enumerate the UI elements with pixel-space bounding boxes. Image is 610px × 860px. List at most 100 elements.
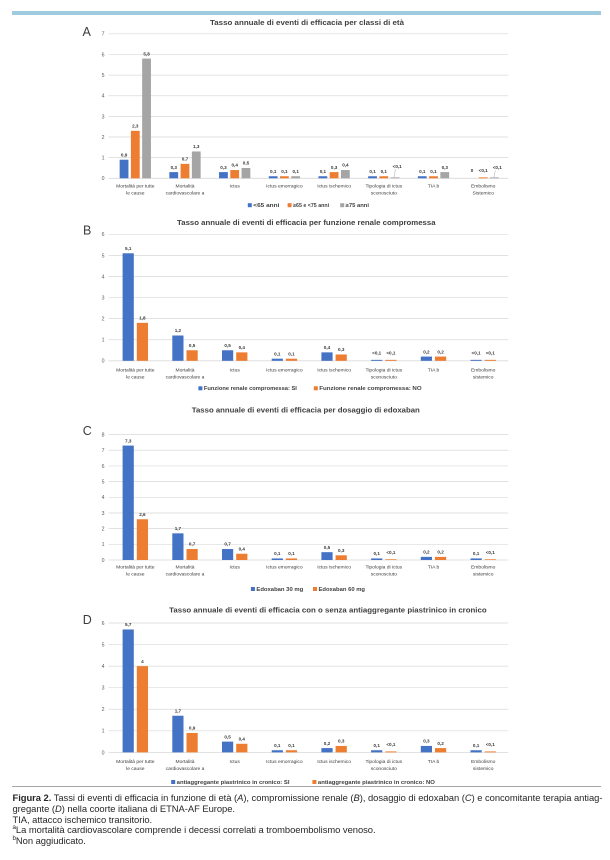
svg-text:≥75 anni: ≥75 anni [346, 203, 370, 209]
svg-text:1: 1 [102, 542, 105, 548]
svg-text:Embolismo: Embolismo [471, 368, 496, 374]
svg-text:Mortalità: Mortalità [176, 184, 195, 190]
svg-text:sconosciuto: sconosciuto [371, 572, 397, 578]
svg-text:<0,1: <0,1 [486, 742, 496, 747]
svg-text:0,3: 0,3 [331, 165, 338, 170]
svg-text:5,8: 5,8 [143, 51, 150, 56]
svg-text:cardiovascolare a: cardiovascolare a [166, 375, 205, 381]
svg-text:Tipologia di ictus: Tipologia di ictus [366, 368, 403, 374]
svg-text:Mortalità per tutte: Mortalità per tutte [116, 565, 155, 571]
svg-text:6: 6 [102, 464, 105, 470]
svg-text:6: 6 [102, 621, 105, 627]
svg-text:6: 6 [102, 52, 105, 58]
svg-text:Tipologia di ictus: Tipologia di ictus [366, 184, 403, 190]
svg-text:Ictus: Ictus [229, 368, 240, 374]
svg-text:0,1: 0,1 [288, 551, 295, 556]
svg-text:<0,1: <0,1 [386, 550, 396, 555]
svg-text:0,4: 0,4 [239, 345, 246, 350]
svg-text:7: 7 [102, 448, 105, 454]
svg-text:0,1: 0,1 [374, 743, 381, 748]
svg-text:2,6: 2,6 [139, 512, 146, 517]
svg-text:Edoxaban 60 mg: Edoxaban 60 mg [319, 587, 366, 593]
svg-text:0,3: 0,3 [338, 548, 345, 553]
svg-text:0,2: 0,2 [437, 550, 444, 555]
svg-text:<0,1: <0,1 [472, 351, 482, 356]
svg-text:5: 5 [102, 73, 105, 79]
svg-text:A: A [83, 25, 92, 39]
svg-text:0,1: 0,1 [293, 169, 300, 174]
svg-text:Ictus ischemico: Ictus ischemico [317, 368, 351, 374]
svg-text:≥65 e <75 anni: ≥65 e <75 anni [293, 203, 330, 209]
svg-text:sconosciuto: sconosciuto [371, 766, 397, 772]
svg-text:1: 1 [102, 156, 105, 162]
svg-text:0: 0 [471, 168, 474, 173]
svg-text:Tasso annuale di eventi di eff: Tasso annuale di eventi di efficacia per… [192, 406, 420, 415]
svg-text:7: 7 [102, 32, 105, 38]
svg-text:Mortalità: Mortalità [176, 759, 195, 765]
svg-text:0,7: 0,7 [182, 157, 189, 162]
svg-text:2: 2 [102, 317, 105, 323]
svg-text:2: 2 [102, 135, 105, 141]
svg-text:<0,1: <0,1 [493, 165, 503, 170]
svg-text:Embolismo: Embolismo [471, 759, 496, 765]
svg-text:0,3: 0,3 [423, 739, 430, 744]
svg-text:Embolismo: Embolismo [471, 184, 496, 190]
svg-text:5,1: 5,1 [125, 246, 132, 251]
svg-text:sistemico: sistemico [473, 572, 494, 578]
svg-text:0,2: 0,2 [423, 550, 430, 555]
svg-text:0,1: 0,1 [288, 351, 295, 356]
svg-text:le cause: le cause [126, 766, 145, 772]
svg-text:0,3: 0,3 [442, 165, 449, 170]
svg-text:2: 2 [102, 527, 105, 533]
svg-text:1: 1 [102, 338, 105, 344]
svg-text:0,1: 0,1 [274, 351, 281, 356]
svg-text:0,1: 0,1 [374, 551, 381, 556]
svg-text:0,1: 0,1 [430, 169, 437, 174]
svg-text:0: 0 [102, 359, 105, 365]
svg-text:0,3: 0,3 [171, 165, 178, 170]
svg-text:Tipologia di ictus: Tipologia di ictus [366, 759, 403, 765]
svg-text:0,2: 0,2 [437, 349, 444, 354]
svg-text:le cause: le cause [126, 191, 145, 197]
svg-text:5: 5 [102, 643, 105, 649]
svg-text:1: 1 [102, 729, 105, 735]
svg-text:0,1: 0,1 [320, 169, 327, 174]
svg-text:<0,1: <0,1 [393, 164, 403, 169]
svg-text:0,1: 0,1 [281, 169, 288, 174]
svg-text:<0,1: <0,1 [372, 351, 382, 356]
svg-text:0,4: 0,4 [232, 163, 239, 168]
svg-text:sistemico: sistemico [473, 766, 494, 772]
svg-text:0,4: 0,4 [239, 546, 246, 551]
svg-text:TIA b: TIA b [428, 184, 440, 190]
svg-text:0,1: 0,1 [288, 743, 295, 748]
svg-text:2: 2 [102, 707, 105, 713]
svg-text:1,7: 1,7 [175, 526, 182, 531]
svg-text:0,1: 0,1 [381, 169, 388, 174]
svg-text:0: 0 [102, 750, 105, 756]
svg-text:0,1: 0,1 [274, 551, 281, 556]
svg-text:7,3: 7,3 [125, 438, 132, 443]
svg-text:0,5: 0,5 [189, 343, 196, 348]
svg-text:0,1: 0,1 [473, 743, 480, 748]
svg-text:antiaggregante piastrinico in: antiaggregante piastrinico in cronico: N… [318, 780, 435, 786]
svg-text:1,8: 1,8 [139, 316, 146, 321]
svg-text:1,7: 1,7 [175, 708, 182, 713]
svg-text:Mortalità per tutte: Mortalità per tutte [116, 368, 155, 374]
svg-text:TIA b: TIA b [428, 759, 440, 765]
svg-text:1,2: 1,2 [175, 328, 182, 333]
svg-text:3: 3 [102, 511, 105, 517]
svg-text:0,1: 0,1 [369, 169, 376, 174]
svg-text:Ictus: Ictus [229, 565, 240, 571]
svg-text:le cause: le cause [126, 375, 145, 381]
svg-text:cardiovascolare a: cardiovascolare a [166, 766, 205, 772]
svg-text:Tasso annuale di eventi di eff: Tasso annuale di eventi di efficacia per… [177, 218, 436, 227]
svg-text:0,9: 0,9 [189, 726, 196, 731]
svg-text:4: 4 [141, 659, 144, 664]
svg-text:8: 8 [102, 433, 105, 439]
svg-text:0,5: 0,5 [324, 545, 331, 550]
svg-text:4: 4 [102, 94, 105, 100]
svg-text:5: 5 [102, 253, 105, 259]
svg-text:0,2: 0,2 [324, 741, 331, 746]
svg-text:Ictus emorragico: Ictus emorragico [266, 759, 303, 765]
svg-text:5,7: 5,7 [125, 622, 132, 627]
